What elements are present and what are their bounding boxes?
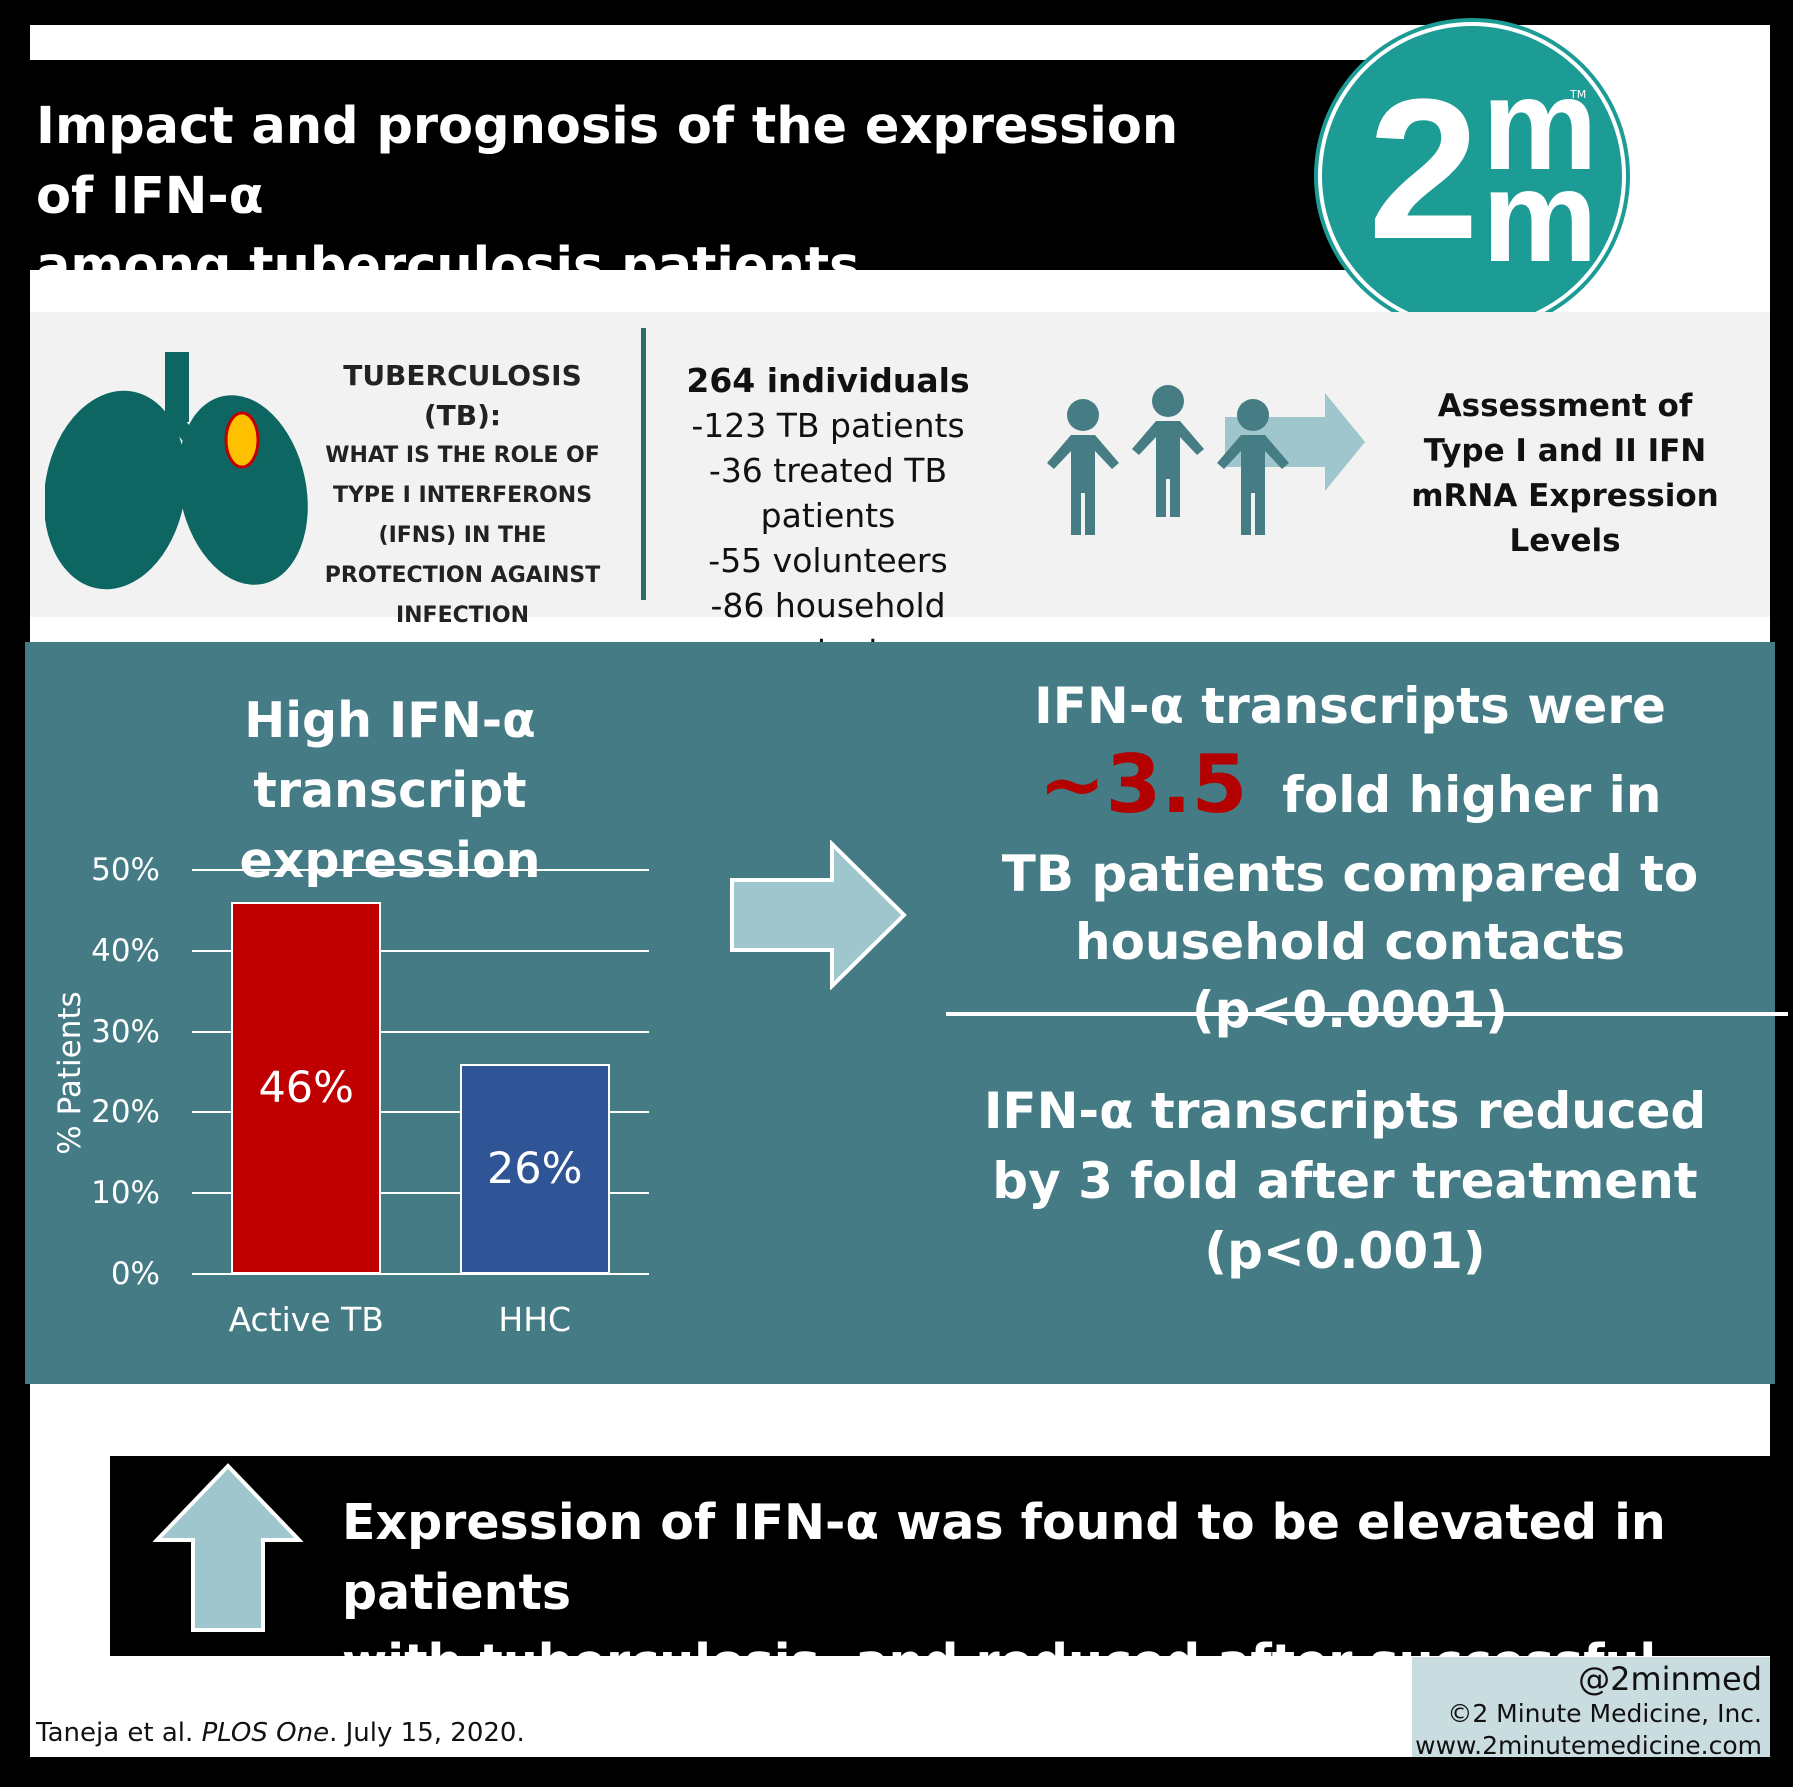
question-line: WHAT IS THE ROLE OF xyxy=(325,443,600,468)
citation-journal: PLOS One xyxy=(201,1718,330,1748)
y-tick-label: 40% xyxy=(91,932,160,969)
citation: Taneja et al. PLOS One. July 15, 2020. xyxy=(36,1718,525,1748)
x-category-label: HHC xyxy=(498,1300,572,1339)
data-label: 26% xyxy=(486,1143,583,1194)
finding-reduced: IFN-α transcripts reduced by 3 fold afte… xyxy=(940,1076,1750,1286)
finding-text: fold higher in xyxy=(1282,766,1662,824)
credit-box xyxy=(1412,1657,1770,1757)
question-line: TUBERCULOSIS (TB): xyxy=(343,359,582,432)
finding-line: TB patients compared to xyxy=(1001,845,1699,903)
question-line: TYPE I INTERFERONS xyxy=(332,483,593,508)
assessment-line: Levels xyxy=(1509,523,1621,559)
gridline xyxy=(192,949,649,952)
title-line: Impact and prognosis of the expression o… xyxy=(36,97,1179,226)
finding-line: (p<0.001) xyxy=(1204,1222,1486,1280)
gridline xyxy=(192,1192,649,1195)
y-tick-label: 50% xyxy=(91,852,160,888)
copyright: ©2 Minute Medicine, Inc. xyxy=(1447,1699,1762,1728)
findings-divider xyxy=(946,1012,1788,1016)
website-link: www.2minutemedicine.com xyxy=(1415,1731,1762,1760)
arrow-right-icon xyxy=(730,840,907,990)
chart-title-line: expression xyxy=(239,832,541,889)
gridline xyxy=(192,869,649,871)
y-tick-label: 10% xyxy=(91,1175,160,1212)
arrow-up-icon xyxy=(153,1463,303,1632)
y-tick-label: 30% xyxy=(91,1013,160,1050)
person-icon xyxy=(1132,385,1204,517)
finding-line: by 3 fold after treatment xyxy=(992,1152,1698,1210)
social-handle: @2minmed xyxy=(1578,1660,1762,1698)
logo-digit: 2 xyxy=(1368,58,1479,281)
people-arrow-icon xyxy=(1047,385,1365,535)
credits: @2minmed ©2 Minute Medicine, Inc. www.2m… xyxy=(1412,1660,1762,1762)
title-line: among tuberculosis patients xyxy=(36,237,860,296)
question-line: (IFNS) IN THE xyxy=(378,523,547,548)
person-icon xyxy=(1217,399,1289,535)
finding-line: household contacts (p<0.0001) xyxy=(1074,913,1626,1039)
gridline xyxy=(192,1111,649,1114)
conclusion-line: Expression of IFN-α was found to be elev… xyxy=(342,1494,1666,1621)
brand-logo: 2 m m TM xyxy=(1322,26,1622,326)
chart-title-line: High IFN-α transcript xyxy=(244,692,536,819)
lungs-icon xyxy=(45,352,308,590)
bar-active-tb xyxy=(231,902,382,1274)
cohort-title: 264 individuals xyxy=(686,361,970,400)
citation-date: . July 15, 2020. xyxy=(329,1718,525,1748)
conclusion-text: Expression of IFN-α was found to be elev… xyxy=(342,1488,1762,1768)
cohort-line: -36 treated TB patients xyxy=(708,451,948,535)
research-question: TUBERCULOSIS (TB): WHAT IS THE ROLE OF T… xyxy=(300,356,625,636)
x-category-label: Active TB xyxy=(228,1300,384,1339)
cohort-line: -55 volunteers xyxy=(708,541,948,580)
study-info-panel xyxy=(30,312,1770,617)
finding-line: IFN-α transcripts were xyxy=(1034,677,1666,735)
assessment-line: Type I and II IFN xyxy=(1423,433,1707,469)
assessment-line: Assessment of xyxy=(1437,388,1693,424)
assessment-line: mRNA Expression xyxy=(1411,478,1719,514)
citation-authors: Taneja et al. xyxy=(36,1718,194,1748)
gridline xyxy=(192,1030,649,1033)
question-line: PROTECTION AGAINST xyxy=(324,563,601,588)
y-tick-label: 20% xyxy=(91,1094,160,1131)
finding-fold-higher: IFN-α transcripts were ~3.5 fold higher … xyxy=(940,672,1760,1044)
finding-line: ~3.5 fold higher in xyxy=(940,740,1760,840)
y-tick-label: 0% xyxy=(110,1256,160,1292)
fold-change-value: ~3.5 xyxy=(1038,738,1248,831)
gridline xyxy=(192,1273,649,1275)
bar-hhc xyxy=(459,1063,610,1274)
page-title: Impact and prognosis of the expression o… xyxy=(36,92,1236,302)
logo-trademark: TM xyxy=(1570,88,1587,101)
section-divider xyxy=(641,328,646,600)
finding-line: IFN-α transcripts reduced xyxy=(983,1082,1707,1140)
person-icon xyxy=(1047,399,1119,535)
logo-letter: m xyxy=(1482,143,1598,289)
assessment-text: Assessment of Type I and II IFN mRNA Exp… xyxy=(1410,384,1720,564)
title-bar xyxy=(30,60,1490,270)
chart-title: High IFN-α transcript expression xyxy=(110,686,670,896)
cohort-summary: 264 individuals -123 TB patients -36 tre… xyxy=(648,358,1008,673)
conclusion-bar xyxy=(110,1456,1770,1656)
question-line: INFECTION xyxy=(395,603,530,628)
data-label: 46% xyxy=(258,1063,355,1114)
cohort-line: -123 TB patients xyxy=(691,406,965,445)
logo-letter: m xyxy=(1482,51,1598,197)
y-axis-label: % Patients xyxy=(52,991,88,1155)
infection-spot-icon xyxy=(224,411,260,469)
